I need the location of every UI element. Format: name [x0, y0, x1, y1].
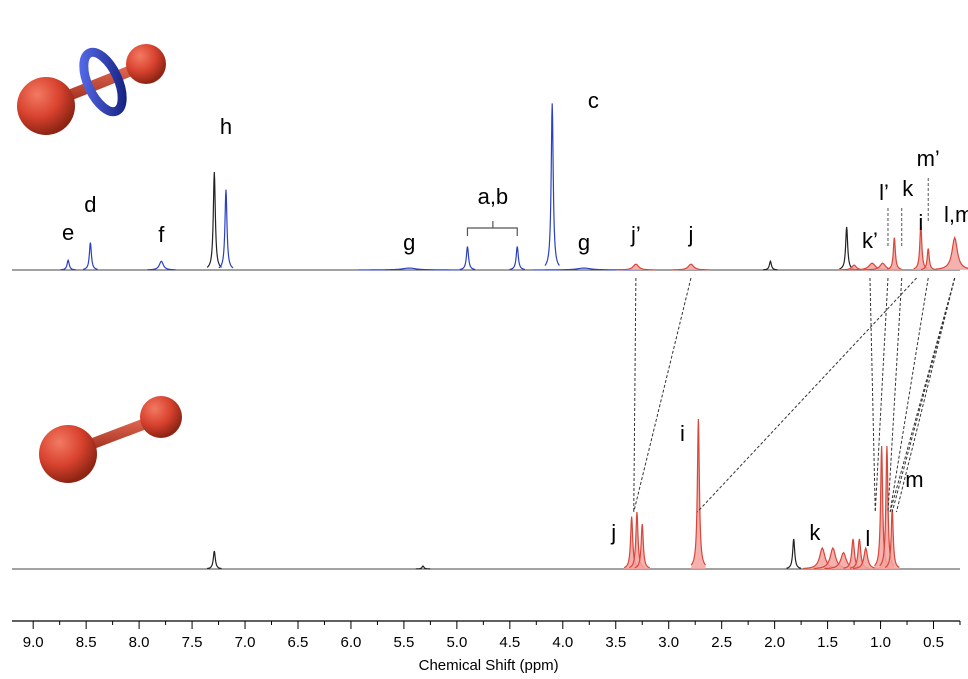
x-tick-label: 0.5: [923, 634, 944, 651]
x-tick-label: 2.5: [711, 634, 732, 651]
peak: [884, 508, 900, 568]
peak-label-0: e: [62, 220, 74, 245]
peak: [415, 565, 431, 570]
peak-fill: [824, 552, 863, 569]
peak: [206, 171, 222, 268]
correlation-line: [869, 277, 876, 513]
x-tick-label: 7.0: [235, 634, 256, 651]
x-tick-label: 7.5: [182, 634, 203, 651]
peak: [690, 418, 707, 566]
x-tick-label: 5.0: [446, 634, 467, 651]
x-axis-title: Chemical Shift (ppm): [419, 657, 559, 674]
peak: [671, 263, 711, 271]
correlation-line: [887, 277, 903, 513]
peak-fill: [921, 248, 936, 270]
peak: [852, 546, 879, 570]
peak-fill: [629, 512, 645, 569]
ab-bracket: [466, 221, 518, 236]
peak-label-11: l’: [879, 180, 889, 205]
peak-fill: [879, 446, 895, 569]
x-tick-label: 6.0: [341, 634, 362, 651]
correlation-line: [889, 277, 929, 513]
peak-fill: [691, 419, 706, 569]
peak: [509, 246, 525, 270]
x-tick-label: 1.0: [870, 634, 891, 651]
correlation-line: [891, 277, 956, 513]
peak-fill: [874, 446, 889, 569]
x-tick-label: 4.5: [499, 634, 520, 651]
peak-label-7: g: [578, 230, 590, 255]
x-tick-label: 6.5: [288, 634, 309, 651]
peak: [83, 242, 98, 270]
peak: [920, 248, 936, 271]
rotaxane-icon: [17, 44, 166, 135]
peak: [839, 226, 855, 270]
peak-label-2: f: [158, 222, 165, 247]
peak-fill: [616, 264, 655, 270]
peak-label-13: i: [918, 210, 923, 235]
correlation-line: [633, 277, 637, 513]
peak-label-bottom-4: m: [905, 467, 923, 492]
peak-label-4: g: [403, 230, 415, 255]
correlation-line: [696, 277, 917, 513]
peak: [786, 538, 802, 569]
peak-label-6: c: [588, 88, 599, 113]
peak-label-15: l,m: [944, 202, 968, 227]
peak: [544, 103, 560, 266]
peak: [935, 235, 968, 270]
peak-label-bottom-2: k: [809, 520, 821, 545]
x-tick-label: 4.0: [552, 634, 573, 651]
x-tick-label: 2.0: [764, 634, 785, 651]
peak-label-bottom-0: j: [610, 520, 616, 545]
axle-icon: [39, 396, 182, 483]
peak-fill: [849, 263, 895, 270]
peak: [218, 189, 234, 269]
peak: [207, 550, 222, 570]
peak-label-3: h: [220, 114, 232, 139]
peak: [358, 267, 461, 271]
x-tick-label: 8.5: [76, 634, 97, 651]
x-tick-label: 3.5: [605, 634, 626, 651]
peak-label-1: d: [84, 192, 96, 217]
peak-label-5: a,b: [478, 184, 509, 209]
peak-fill: [913, 224, 929, 270]
peak: [616, 263, 655, 271]
peak-fill: [813, 548, 852, 569]
peak-label-9: j: [688, 222, 694, 247]
peak-label-10: k’: [862, 228, 878, 253]
correlation-line: [633, 277, 692, 513]
peak-fill: [803, 548, 842, 569]
x-tick-label: 3.0: [658, 634, 679, 651]
peak-label-bottom-1: i: [680, 421, 685, 446]
peak-fill: [624, 516, 640, 569]
peak-fill: [849, 539, 869, 569]
peak-label-14: m’: [917, 146, 940, 171]
correlation-line: [895, 277, 956, 513]
peak-label-bottom-3: l: [865, 526, 870, 551]
correlation-line: [874, 277, 889, 513]
x-tick-label: 1.5: [817, 634, 838, 651]
peak-label-8: j’: [630, 222, 641, 247]
peak-label-12: k: [902, 176, 914, 201]
peak-fill: [863, 263, 902, 270]
peak-fill: [887, 237, 902, 270]
peak: [763, 259, 778, 271]
peak-fill: [838, 265, 870, 270]
peak: [147, 260, 176, 271]
peak: [634, 523, 651, 569]
peak-fill: [671, 264, 711, 270]
x-tick-label: 8.0: [129, 634, 150, 651]
peak-fill: [853, 548, 879, 569]
peak: [459, 246, 476, 270]
peak: [886, 237, 902, 270]
peak-fill: [843, 539, 863, 569]
x-tick-label: 5.5: [393, 634, 414, 651]
x-tick-label: 9.0: [23, 634, 44, 651]
peak: [60, 258, 76, 271]
peak-fill: [634, 524, 650, 569]
peak-fill: [885, 509, 900, 569]
